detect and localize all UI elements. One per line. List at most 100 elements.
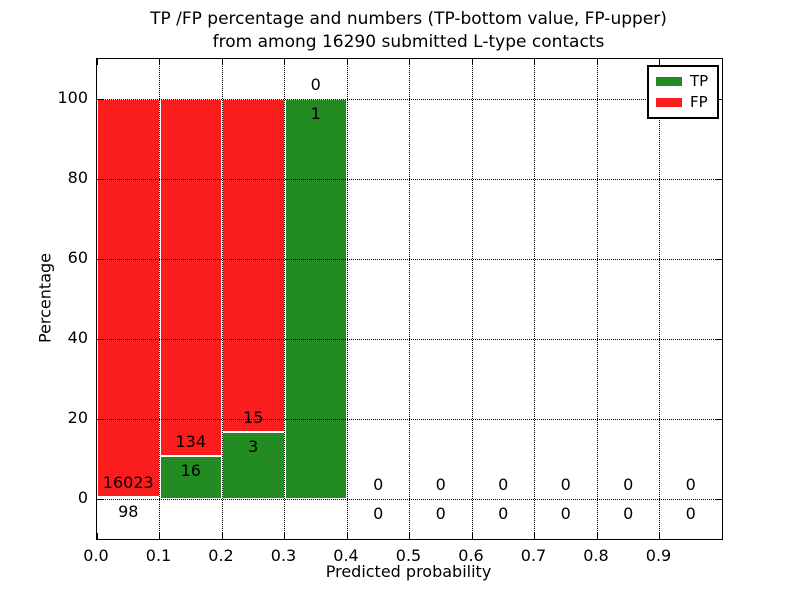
legend-item-tp: TP (649, 71, 717, 92)
tp-count-label-0.9-1.0: 0 (685, 504, 696, 523)
bar-segment-fp-0.1-0.2 (159, 99, 222, 457)
gridline-y-100 (97, 98, 722, 100)
gridline-x-0.4 (346, 59, 348, 539)
gridline-y-0 (97, 498, 722, 500)
gridline-x-0.5 (409, 59, 410, 539)
fp-count-label-0.8-0.9: 0 (623, 475, 634, 494)
y-tick-label-20: 20 (67, 408, 88, 427)
x-tick-label-0.7: 0.7 (520, 546, 547, 565)
x-tick-top (346, 59, 348, 65)
fp-count-label-0.7-0.8: 0 (560, 475, 571, 494)
chart-title-line1: TP /FP percentage and numbers (TP-bottom… (150, 9, 667, 29)
legend-label-tp: TP (690, 72, 709, 90)
gridline-x-0.8 (596, 59, 598, 539)
tp-count-label-0.6-0.7: 0 (498, 504, 509, 523)
legend-swatch-tp-icon (656, 77, 682, 86)
bar-segment-tp-0.3-0.4 (284, 99, 347, 499)
x-tick-top (159, 59, 160, 65)
x-tick-label-0.3: 0.3 (270, 546, 297, 565)
gridline-x-0.1 (159, 59, 160, 539)
x-tick-bottom (534, 533, 535, 539)
legend: TP FP (647, 65, 719, 119)
gridline-x-0.2 (221, 59, 223, 539)
y-tick-right (716, 338, 722, 340)
y-tick-right (716, 98, 722, 100)
x-axis-label: Predicted probability (325, 562, 492, 581)
gridline-y-20 (97, 418, 722, 420)
x-tick-bottom (346, 533, 348, 539)
y-tick-label-80: 80 (67, 168, 88, 187)
x-tick-top (534, 59, 535, 65)
x-tick-label-0.2: 0.2 (208, 546, 234, 565)
fp-count-label-0.2-0.3: 15 (243, 408, 264, 428)
fp-count-label-0.4-0.5: 0 (373, 475, 384, 494)
gridline-x-0.6 (471, 59, 473, 539)
chart-title: TP /FP percentage and numbers (TP-bottom… (96, 8, 721, 54)
fp-count-label-0.5-0.6: 0 (435, 475, 446, 494)
x-tick-bottom (409, 533, 410, 539)
x-tick-top (659, 59, 660, 65)
y-tick-left (97, 418, 103, 420)
x-tick-label-0.6: 0.6 (458, 546, 484, 565)
bar-segment-fp-0.0-0.1 (97, 99, 160, 497)
x-tick-bottom (96, 533, 98, 539)
legend-label-fp: FP (690, 93, 708, 111)
gridline-x-0.7 (534, 59, 535, 539)
x-tick-label-0.5: 0.5 (395, 546, 422, 565)
y-tick-left (97, 258, 103, 260)
x-tick-bottom (159, 533, 160, 539)
x-tick-bottom (471, 533, 473, 539)
x-tick-label-0.9: 0.9 (645, 546, 672, 565)
fp-count-label-0.6-0.7: 0 (498, 475, 509, 494)
x-tick-top (596, 59, 598, 65)
gridline-y-80 (97, 178, 722, 180)
gridline-y-60 (97, 258, 722, 260)
chart-title-line2: from among 16290 submitted L-type contac… (212, 32, 605, 52)
tp-count-label-0.8-0.9: 0 (623, 504, 634, 523)
legend-item-fp: FP (649, 92, 717, 113)
tp-count-label-0.1-0.2: 16 (180, 461, 201, 481)
x-tick-top (409, 59, 410, 65)
y-tick-right (716, 258, 722, 260)
y-tick-right (716, 418, 722, 420)
tp-count-label-0.3-0.4: 1 (310, 104, 321, 123)
plot-area: 16023 98 134 16 15 3 0 1 0 0 0 0 0 0 0 0 0 0 0 0 (96, 58, 723, 540)
x-tick-bottom (596, 533, 598, 539)
y-tick-label-60: 60 (67, 248, 88, 267)
x-tick-label-0.1: 0.1 (145, 546, 172, 565)
gridline-x-0.9 (659, 59, 660, 539)
gridline-x-0.3 (284, 59, 285, 539)
y-tick-left (97, 178, 103, 180)
tp-count-label-0.4-0.5: 0 (373, 504, 384, 523)
x-tick-label-0.0: 0.0 (83, 546, 109, 565)
fp-count-label-0.3-0.4: 0 (310, 75, 321, 94)
x-tick-top (96, 59, 98, 65)
y-tick-right (716, 498, 722, 500)
tp-count-label-0.7-0.8: 0 (560, 504, 571, 523)
y-tick-label-40: 40 (67, 328, 88, 347)
y-tick-label-0: 0 (77, 488, 88, 507)
x-tick-label-0.4: 0.4 (333, 546, 359, 565)
tp-count-label-0.0-0.1: 98 (118, 501, 139, 521)
x-tick-label-0.8: 0.8 (583, 546, 609, 565)
gridline-y-40 (97, 338, 722, 340)
y-tick-right (716, 178, 722, 180)
x-tick-top (471, 59, 473, 65)
x-tick-bottom (659, 533, 660, 539)
x-tick-bottom (221, 533, 223, 539)
tp-count-label-0.5-0.6: 0 (435, 504, 446, 523)
fp-count-label-0.9-1.0: 0 (685, 475, 696, 494)
fp-count-label-0.0-0.1: 16023 (102, 472, 154, 492)
y-tick-left (97, 98, 103, 100)
x-tick-bottom (284, 533, 285, 539)
x-tick-top (221, 59, 223, 65)
y-tick-left (97, 498, 103, 500)
y-tick-label-100: 100 (57, 88, 88, 107)
legend-swatch-fp-icon (656, 98, 682, 107)
x-tick-top (284, 59, 285, 65)
fp-count-label-0.1-0.2: 134 (175, 432, 207, 452)
tp-count-label-0.2-0.3: 3 (248, 437, 259, 457)
y-tick-left (97, 338, 103, 340)
bar-segment-fp-0.2-0.3 (222, 99, 285, 433)
